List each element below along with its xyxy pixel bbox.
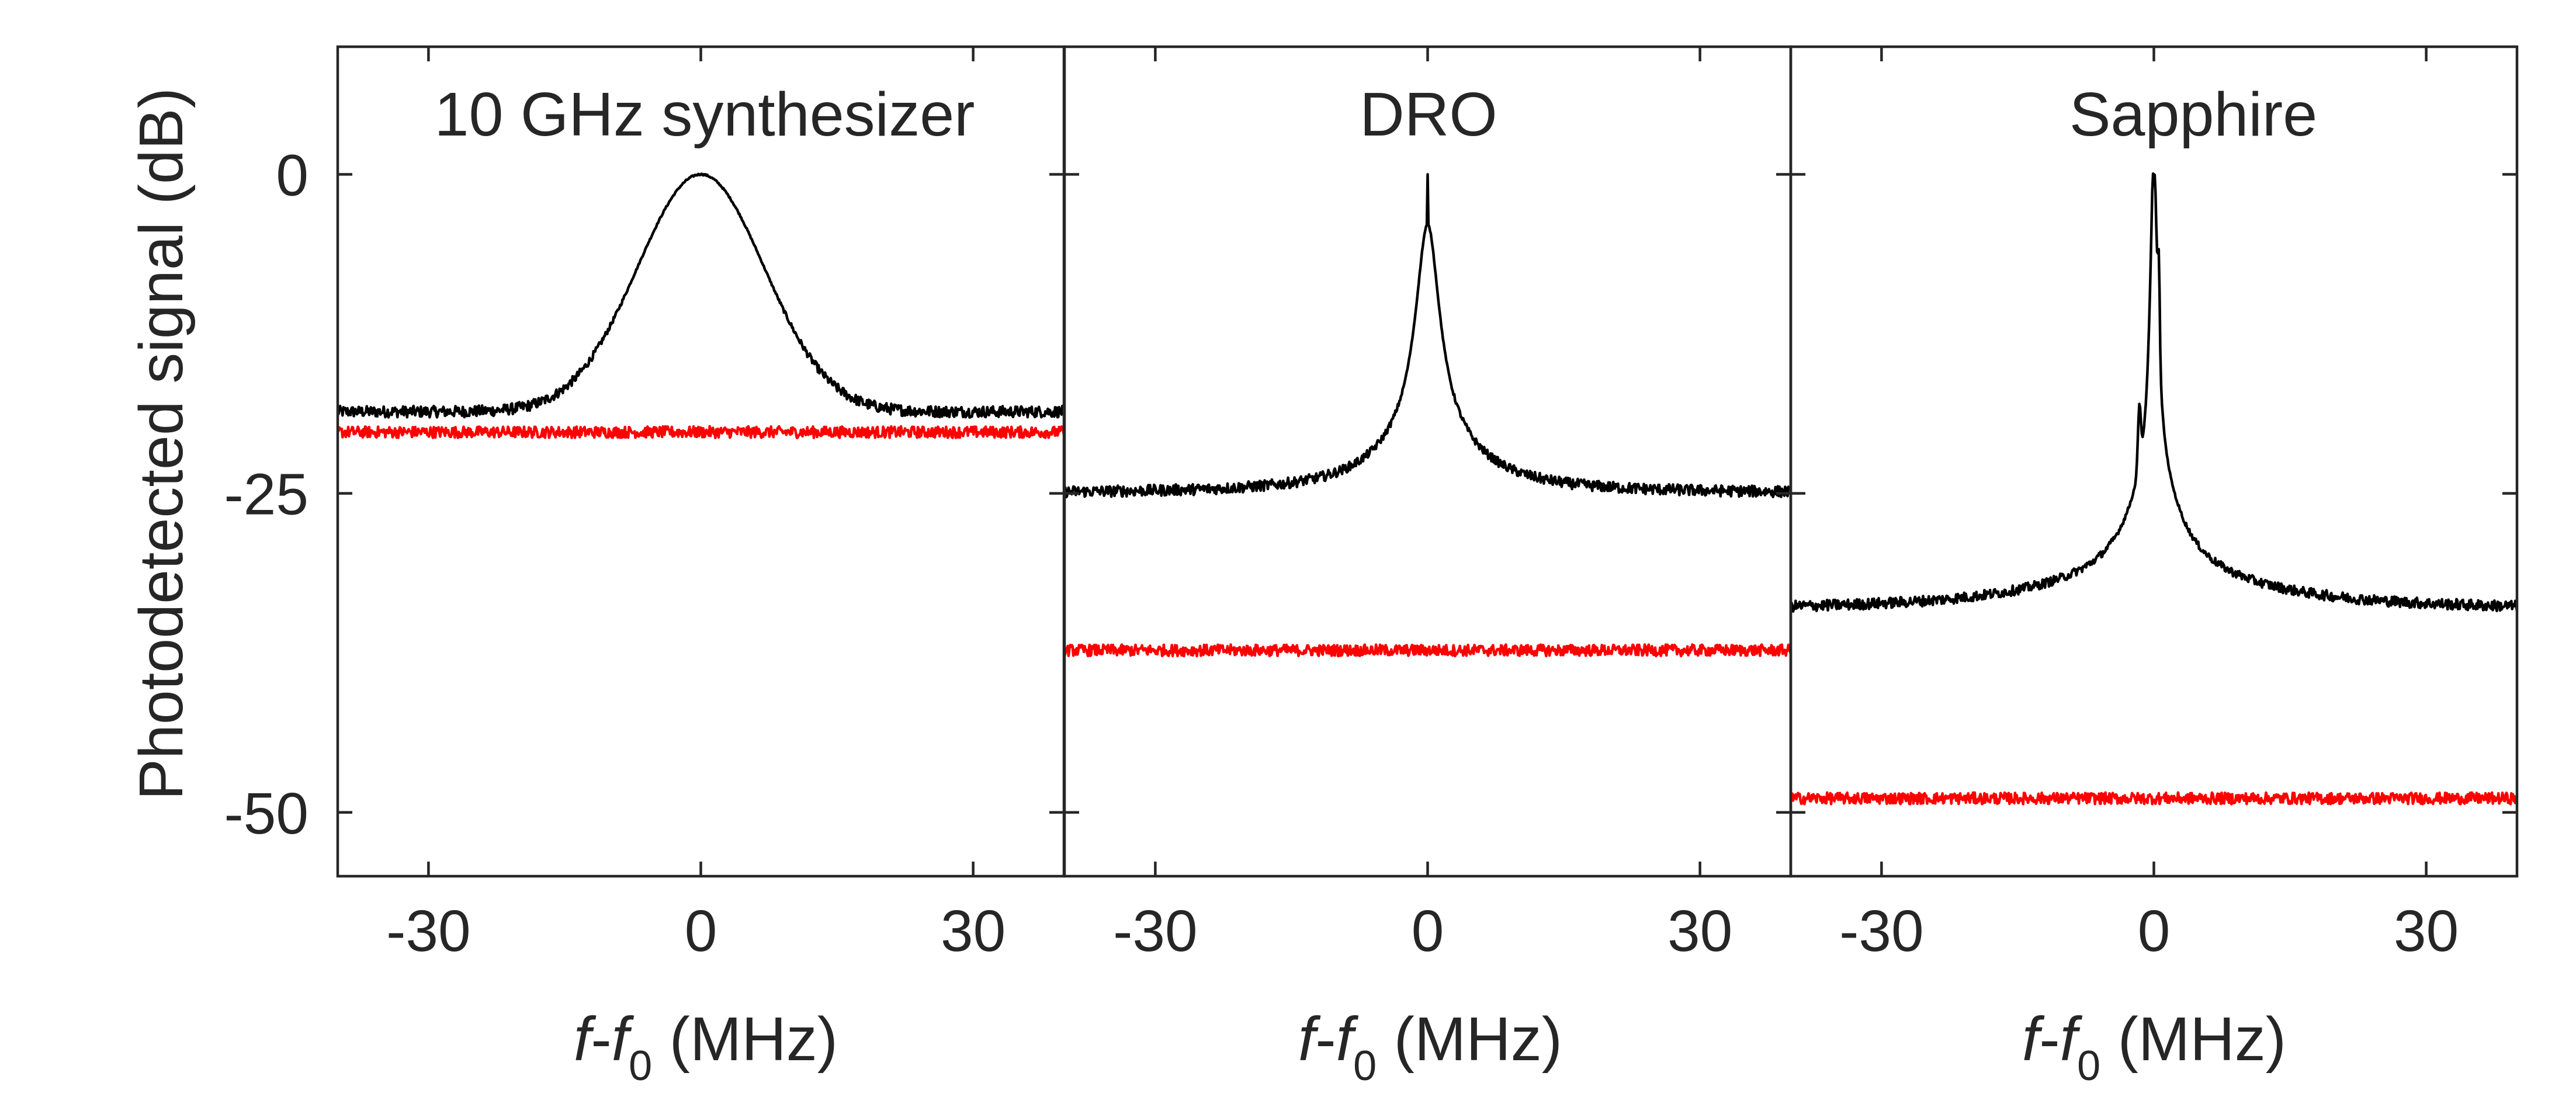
x-axis-title-unit: (MHz) <box>2100 1005 2286 1074</box>
x-tick-label: 30 <box>1667 898 1732 964</box>
panel-traces <box>336 172 1066 439</box>
panel-frame <box>1789 45 2519 878</box>
panel-traces <box>1063 173 1793 658</box>
x-axis-title: f-f0 (MHz) <box>2022 1005 2286 1089</box>
panel-title: 10 GHz synthesizer <box>435 80 975 149</box>
panel-ticks: -30 0 30 <box>1791 47 2517 964</box>
panel-frame <box>336 45 1066 878</box>
panel-traces <box>1790 172 2519 806</box>
panel-title: Sapphire <box>2069 80 2317 149</box>
signal-trace <box>1063 173 1792 499</box>
x-tick-label: 30 <box>941 898 1006 964</box>
panel-10ghz-synthesizer: -30 0 30 0 -25 -50 10 GHz synthesizer <box>224 45 1066 964</box>
panel-frame <box>1063 45 1793 878</box>
x-tick-label: 0 <box>2138 898 2171 964</box>
x-tick-label: -30 <box>1113 898 1198 964</box>
x-axis-title: f-f0 (MHz) <box>574 1005 838 1089</box>
x-axis-title-unit: (MHz) <box>1377 1005 1562 1074</box>
x-tick-label: 30 <box>2394 898 2459 964</box>
x-axis-title-subscript: 0 <box>2077 1043 2100 1089</box>
x-axis-title: f-f0 (MHz) <box>1298 1005 1562 1089</box>
y-tick-label: -25 <box>224 462 308 527</box>
y-tick-label: 0 <box>276 143 308 208</box>
x-axis-title-dash: - <box>2039 1005 2060 1074</box>
panel-dro: -30 0 30 DRO <box>1063 45 1793 964</box>
x-tick-label: 0 <box>1412 898 1444 964</box>
panel-title: DRO <box>1360 80 1497 149</box>
reference-trace <box>1790 791 2519 806</box>
x-axis-title-subscript: 0 <box>1353 1043 1377 1089</box>
signal-trace <box>336 172 1066 419</box>
y-tick-label: -50 <box>224 781 308 846</box>
panel-ticks: -30 0 30 0 -25 -50 <box>224 47 1064 964</box>
x-tick-label: -30 <box>1839 898 1924 964</box>
x-axis-title-subscript: 0 <box>629 1043 652 1089</box>
reference-trace <box>1063 643 1793 658</box>
x-axis-title-dash: - <box>1315 1005 1336 1074</box>
x-axis-title-unit: (MHz) <box>652 1005 838 1074</box>
x-axis-title-dash: - <box>591 1005 611 1074</box>
x-tick-label: 0 <box>685 898 717 964</box>
panel-ticks: -30 0 30 <box>1065 47 1791 964</box>
signal-trace <box>1790 172 2519 613</box>
reference-trace <box>336 425 1066 439</box>
y-axis-title: Photodetected signal (dB) <box>127 88 196 800</box>
x-tick-label: -30 <box>386 898 471 964</box>
panel-sapphire: -30 0 30 Sapphire <box>1789 45 2519 964</box>
